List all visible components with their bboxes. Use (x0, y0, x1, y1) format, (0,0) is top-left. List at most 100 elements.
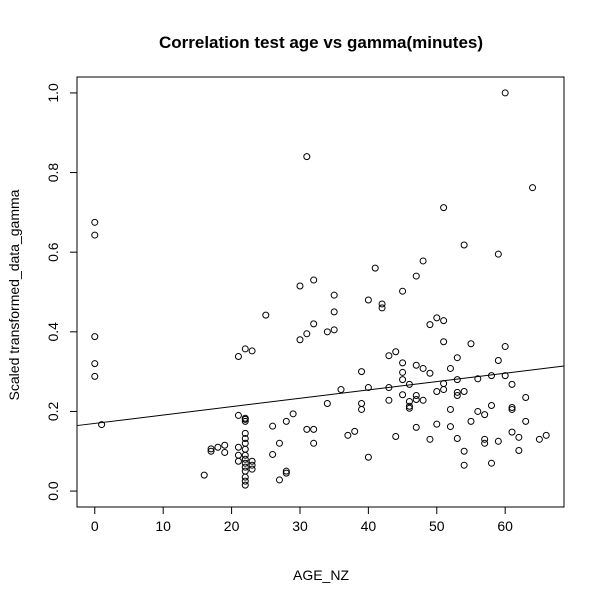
data-point (529, 184, 537, 192)
data-point (474, 375, 482, 383)
data-point (248, 347, 256, 355)
data-point (399, 376, 407, 384)
data-point (337, 386, 345, 394)
data-point (234, 411, 242, 419)
data-point (446, 423, 454, 431)
chart-title: Correlation test age vs gamma(minutes) (159, 33, 483, 52)
data-point (323, 328, 331, 336)
data-point (371, 264, 379, 272)
y-tick-label: 0.4 (45, 322, 61, 342)
data-point (200, 471, 208, 479)
data-point (440, 338, 448, 346)
y-axis-label: Scaled transformed_data_gamma (6, 189, 22, 400)
data-point (446, 364, 454, 372)
data-point (412, 396, 420, 403)
data-point (364, 384, 372, 392)
data-point (419, 364, 427, 372)
data-point (399, 359, 407, 367)
data-point (98, 421, 106, 429)
data-point (234, 353, 242, 360)
data-point (303, 425, 311, 433)
data-point (481, 411, 489, 419)
data-point (440, 386, 448, 394)
data-point (241, 459, 249, 467)
x-axis-label: AGE_NZ (293, 567, 349, 583)
regression-line (76, 365, 565, 427)
data-point (385, 352, 393, 360)
data-point (460, 447, 468, 455)
data-point (241, 451, 249, 459)
data-point (405, 397, 413, 405)
data-point (399, 391, 407, 399)
x-axis: 0 10 20 30 40 50 60 (91, 506, 513, 534)
data-point (426, 435, 434, 443)
data-point (535, 435, 543, 443)
data-point (501, 343, 509, 351)
x-tick-label: 30 (292, 518, 308, 534)
data-point (241, 417, 249, 425)
data-point (501, 89, 509, 97)
data-point (234, 443, 242, 451)
data-point (234, 457, 242, 465)
data-point (433, 314, 441, 322)
y-axis: 0.0 0.2 0.4 0.6 0.8 1.0 (45, 83, 78, 501)
data-point (501, 372, 509, 380)
data-point (515, 433, 523, 441)
data-point (487, 459, 495, 467)
data-point (358, 399, 366, 407)
data-point (419, 396, 427, 404)
data-point (275, 439, 283, 447)
data-point (378, 300, 386, 308)
data-point (207, 447, 215, 455)
data-point (508, 405, 516, 413)
data-point (481, 439, 489, 447)
data-point (358, 368, 366, 376)
data-point (460, 461, 468, 469)
x-tick-label: 40 (361, 518, 377, 534)
data-point (433, 388, 441, 396)
data-point (241, 429, 249, 437)
data-point (330, 291, 338, 299)
data-point (542, 431, 550, 439)
x-tick-label: 50 (429, 518, 445, 534)
data-point (392, 433, 400, 441)
data-point (241, 345, 249, 353)
data-points (91, 89, 550, 489)
y-tick-label: 0.2 (45, 402, 61, 422)
data-point (412, 423, 420, 431)
data-point (221, 448, 229, 456)
y-tick-label: 0.0 (45, 481, 61, 501)
data-point (399, 287, 407, 295)
data-point (453, 354, 461, 362)
data-point (241, 477, 249, 485)
plot-frame (76, 76, 565, 508)
y-tick-label: 1.0 (45, 83, 61, 103)
data-point (392, 348, 400, 356)
data-point (508, 403, 516, 411)
data-point (241, 435, 249, 443)
y-tick-label: 0.8 (45, 163, 61, 183)
data-point (433, 420, 441, 428)
data-point (453, 388, 461, 396)
data-point (303, 153, 311, 161)
data-point (508, 380, 516, 388)
data-point (494, 437, 502, 445)
x-tick-label: 20 (224, 518, 240, 534)
data-point (91, 333, 99, 341)
x-tick-label: 60 (497, 518, 513, 534)
data-point (522, 394, 530, 402)
data-point (494, 250, 502, 258)
regression-line-group (76, 365, 565, 427)
data-point (453, 392, 461, 400)
data-point (344, 431, 352, 439)
data-point (214, 443, 222, 451)
data-point (91, 231, 99, 239)
data-point (310, 320, 318, 328)
data-point (330, 308, 338, 316)
data-point (248, 465, 256, 473)
x-tick-label: 0 (91, 518, 99, 534)
data-point (221, 441, 229, 449)
data-point (91, 218, 99, 226)
data-point (412, 361, 420, 369)
data-point (494, 356, 502, 364)
